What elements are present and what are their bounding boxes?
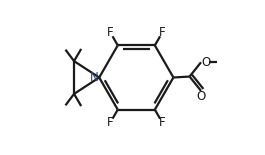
Text: O: O: [196, 90, 206, 103]
Text: F: F: [159, 26, 166, 39]
Text: N: N: [90, 71, 98, 84]
Text: O: O: [201, 56, 211, 69]
Text: F: F: [107, 26, 113, 39]
Text: F: F: [107, 116, 113, 129]
Text: F: F: [159, 116, 166, 129]
